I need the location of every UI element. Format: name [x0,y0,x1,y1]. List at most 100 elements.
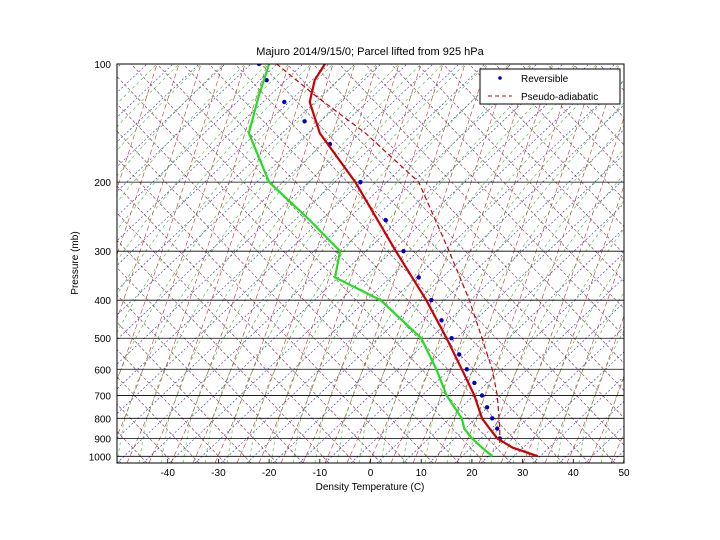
dry-adiabat [117,239,330,463]
skew-isotherm [117,64,460,390]
dry-adiabat [208,64,590,463]
pseudo-adiabatic-line [276,64,501,443]
reversible-point [439,318,444,323]
reversible-point [464,367,469,372]
reversible-point [358,179,363,185]
skew-isotherm [272,129,624,463]
dry-adiabat [117,76,486,463]
moist-adiabat [578,329,624,463]
dry-adiabat [117,321,252,463]
skew-isotherm [117,64,408,340]
skew-isotherm [0,64,17,463]
y-tick-label: 400 [94,296,111,307]
dry-adiabat [117,349,226,463]
y-tick-label: 500 [94,334,111,345]
mixing-ratio-line [633,64,720,463]
dry-adiabat [117,267,304,463]
moist-adiabat [667,64,720,463]
skew-isotherm [689,64,720,463]
reversible-point [495,426,500,431]
mixing-ratio-line [655,64,720,463]
moist-adiabat [622,454,624,463]
moist-adiabat [117,64,356,380]
y-tick-label: 300 [94,247,111,258]
dry-adiabat [117,294,278,463]
moist-adiabat [689,64,720,463]
skew-isotherm [506,351,624,463]
dry-adiabat [0,64,17,463]
moist-adiabat [226,64,488,463]
y-axis-label: Pressure (mb) [70,231,81,294]
moist-adiabat [468,174,624,463]
dry-adiabat [260,64,624,446]
legend-box [479,68,621,105]
skew-isotherm [715,64,720,463]
x-tick-label: 20 [466,468,478,479]
mixing-ratio-line [566,315,624,463]
dry-adiabat [0,64,43,463]
dewpoint-profile-line [247,64,493,458]
reversible-point [457,352,462,357]
dry-adiabat [117,376,200,463]
dry-adiabat [677,64,720,463]
moist-adiabat [117,64,246,203]
moist-adiabat [117,64,312,295]
moist-adiabat [711,64,720,463]
x-tick-label: -40 [160,468,175,479]
moist-adiabat [117,64,290,261]
x-tick-label: -10 [313,468,328,479]
x-tick-label: 0 [368,468,374,479]
mixing-ratio-line [677,64,720,463]
mixing-ratio-line [522,184,624,463]
temperature-profile-line [308,64,539,458]
moist-adiabat [446,148,624,463]
moist-adiabat [314,64,576,463]
moist-adiabat [336,64,598,463]
moist-adiabat [292,64,554,463]
skew-isotherm [117,64,434,365]
skew-isotherm [168,64,590,463]
reversible-point [282,99,287,105]
skew-isotherm [117,64,356,291]
x-tick-label: 40 [568,468,580,479]
skew-isotherm [117,64,486,415]
legend-label-reversible: Reversible [521,74,569,85]
dry-adiabat [117,130,434,463]
dry-adiabat [117,458,122,463]
x-axis-label: Density Temperature (C) [316,482,425,493]
skew-isotherm [324,178,624,463]
dry-adiabat [390,64,624,310]
reversible-point [449,336,454,341]
moist-adiabat [138,64,400,463]
moist-adiabat [600,375,624,463]
y-tick-label: 100 [94,60,111,71]
mixing-ratio-line [588,376,624,463]
legend-label-pseudo-adiabatic: Pseudo-adiabatic [521,92,598,103]
skew-isotherm [142,64,564,463]
reversible-point [472,380,477,386]
moist-adiabat [358,64,620,463]
skew-isotherm [117,64,382,316]
dry-adiabat [625,64,720,463]
skew-isotherm [610,450,624,463]
dry-adiabat [338,64,624,364]
dry-adiabat [364,64,624,337]
skew-isotherm [0,64,69,463]
mixing-ratio-line [699,64,720,463]
reversible-point [401,249,406,254]
legend-marker-reversible [498,76,502,80]
skew-isotherm [117,64,122,69]
moist-adiabat [117,64,202,151]
moist-adiabat [270,64,532,463]
dry-adiabat [416,64,624,282]
reversible-point [302,119,307,124]
x-tick-label: 10 [416,468,428,479]
skew-isotherm [246,104,624,463]
dry-adiabat [0,64,69,463]
skew-isotherm [298,153,624,463]
moist-adiabat [645,64,720,463]
dry-adiabat [651,64,720,463]
dry-adiabat [703,64,720,463]
